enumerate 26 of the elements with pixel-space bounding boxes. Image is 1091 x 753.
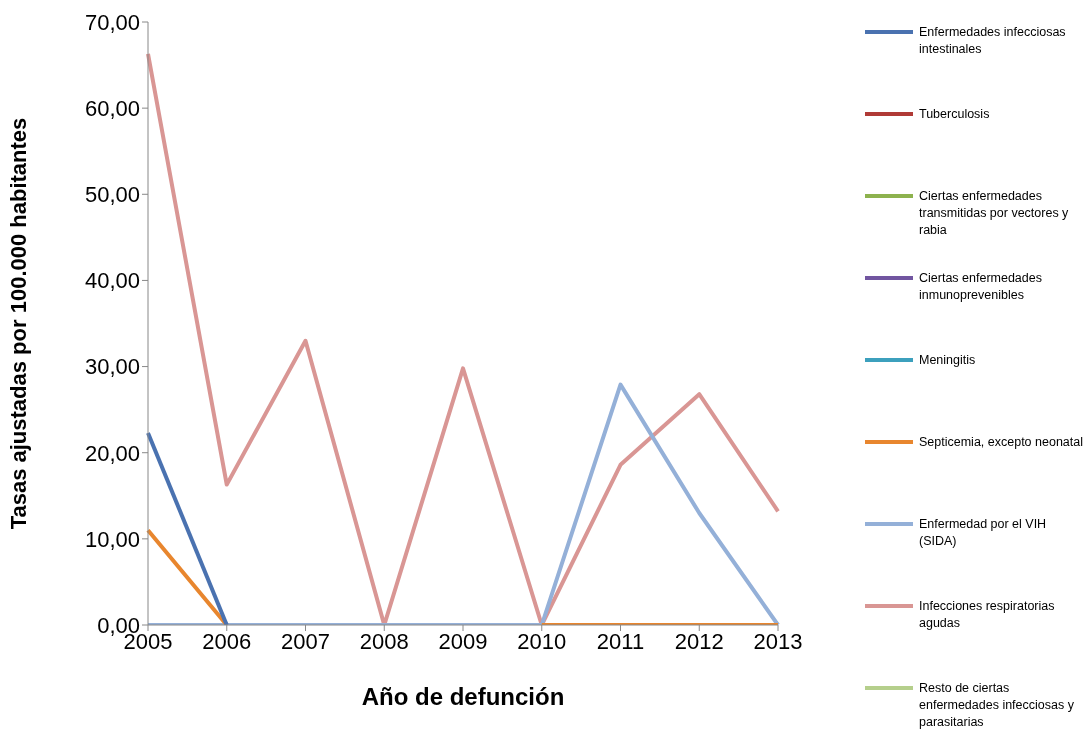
x-tick-label: 2011: [596, 628, 645, 654]
legend-label: Ciertas enfermedades inmunoprevenibles: [919, 270, 1043, 304]
x-tick-label: 2006: [202, 628, 252, 654]
legend-label: Septicemia, excepto neonatal: [919, 434, 1083, 451]
x-axis-title: Año de defunción: [361, 683, 565, 710]
x-tick-label: 2013: [753, 628, 803, 654]
legend-label: Ciertas enfermedades transmitidas por vectores y rabia: [919, 188, 1070, 239]
y-tick-label: 30,00: [84, 354, 140, 380]
y-axis-title: Tasas ajustadas por 100.000 habitantes: [5, 117, 31, 530]
legend-label: Infecciones respiratorias agudas: [919, 598, 1056, 632]
y-tick-label: 60,00: [84, 95, 140, 121]
legend-label: Resto de ciertas enfermedades infecciosas y parasitarias: [919, 680, 1075, 731]
x-tick-label: 2008: [359, 628, 409, 654]
legend-label: Meningitis: [919, 352, 976, 369]
x-tick-label: 2010: [517, 628, 567, 654]
y-tick-label: 50,00: [84, 182, 140, 208]
legend-label: Tuberculosis: [919, 106, 990, 123]
legend-label: Enfermedad por el VIH (SIDA): [919, 516, 1048, 550]
x-tick-label: 2012: [674, 628, 724, 654]
legend-label: Enfermedades infecciosas intestinales: [919, 24, 1067, 58]
y-tick-label: 20,00: [84, 440, 140, 466]
y-tick-label: 10,00: [84, 526, 140, 552]
x-tick-label: 2007: [281, 628, 330, 654]
y-tick-label: 40,00: [84, 268, 140, 294]
y-tick-label: 70,00: [84, 9, 140, 35]
x-tick-label: 2009: [438, 628, 488, 654]
